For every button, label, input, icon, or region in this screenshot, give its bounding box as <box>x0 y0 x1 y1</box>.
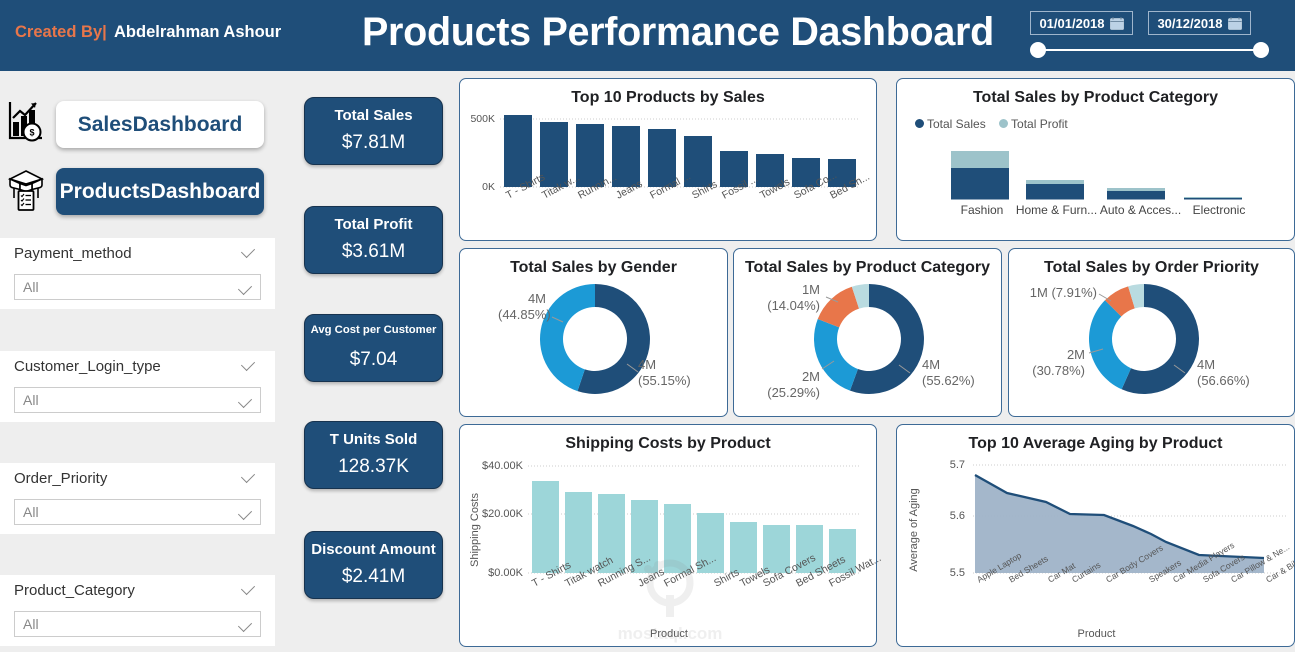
svg-text:$: $ <box>29 128 34 138</box>
